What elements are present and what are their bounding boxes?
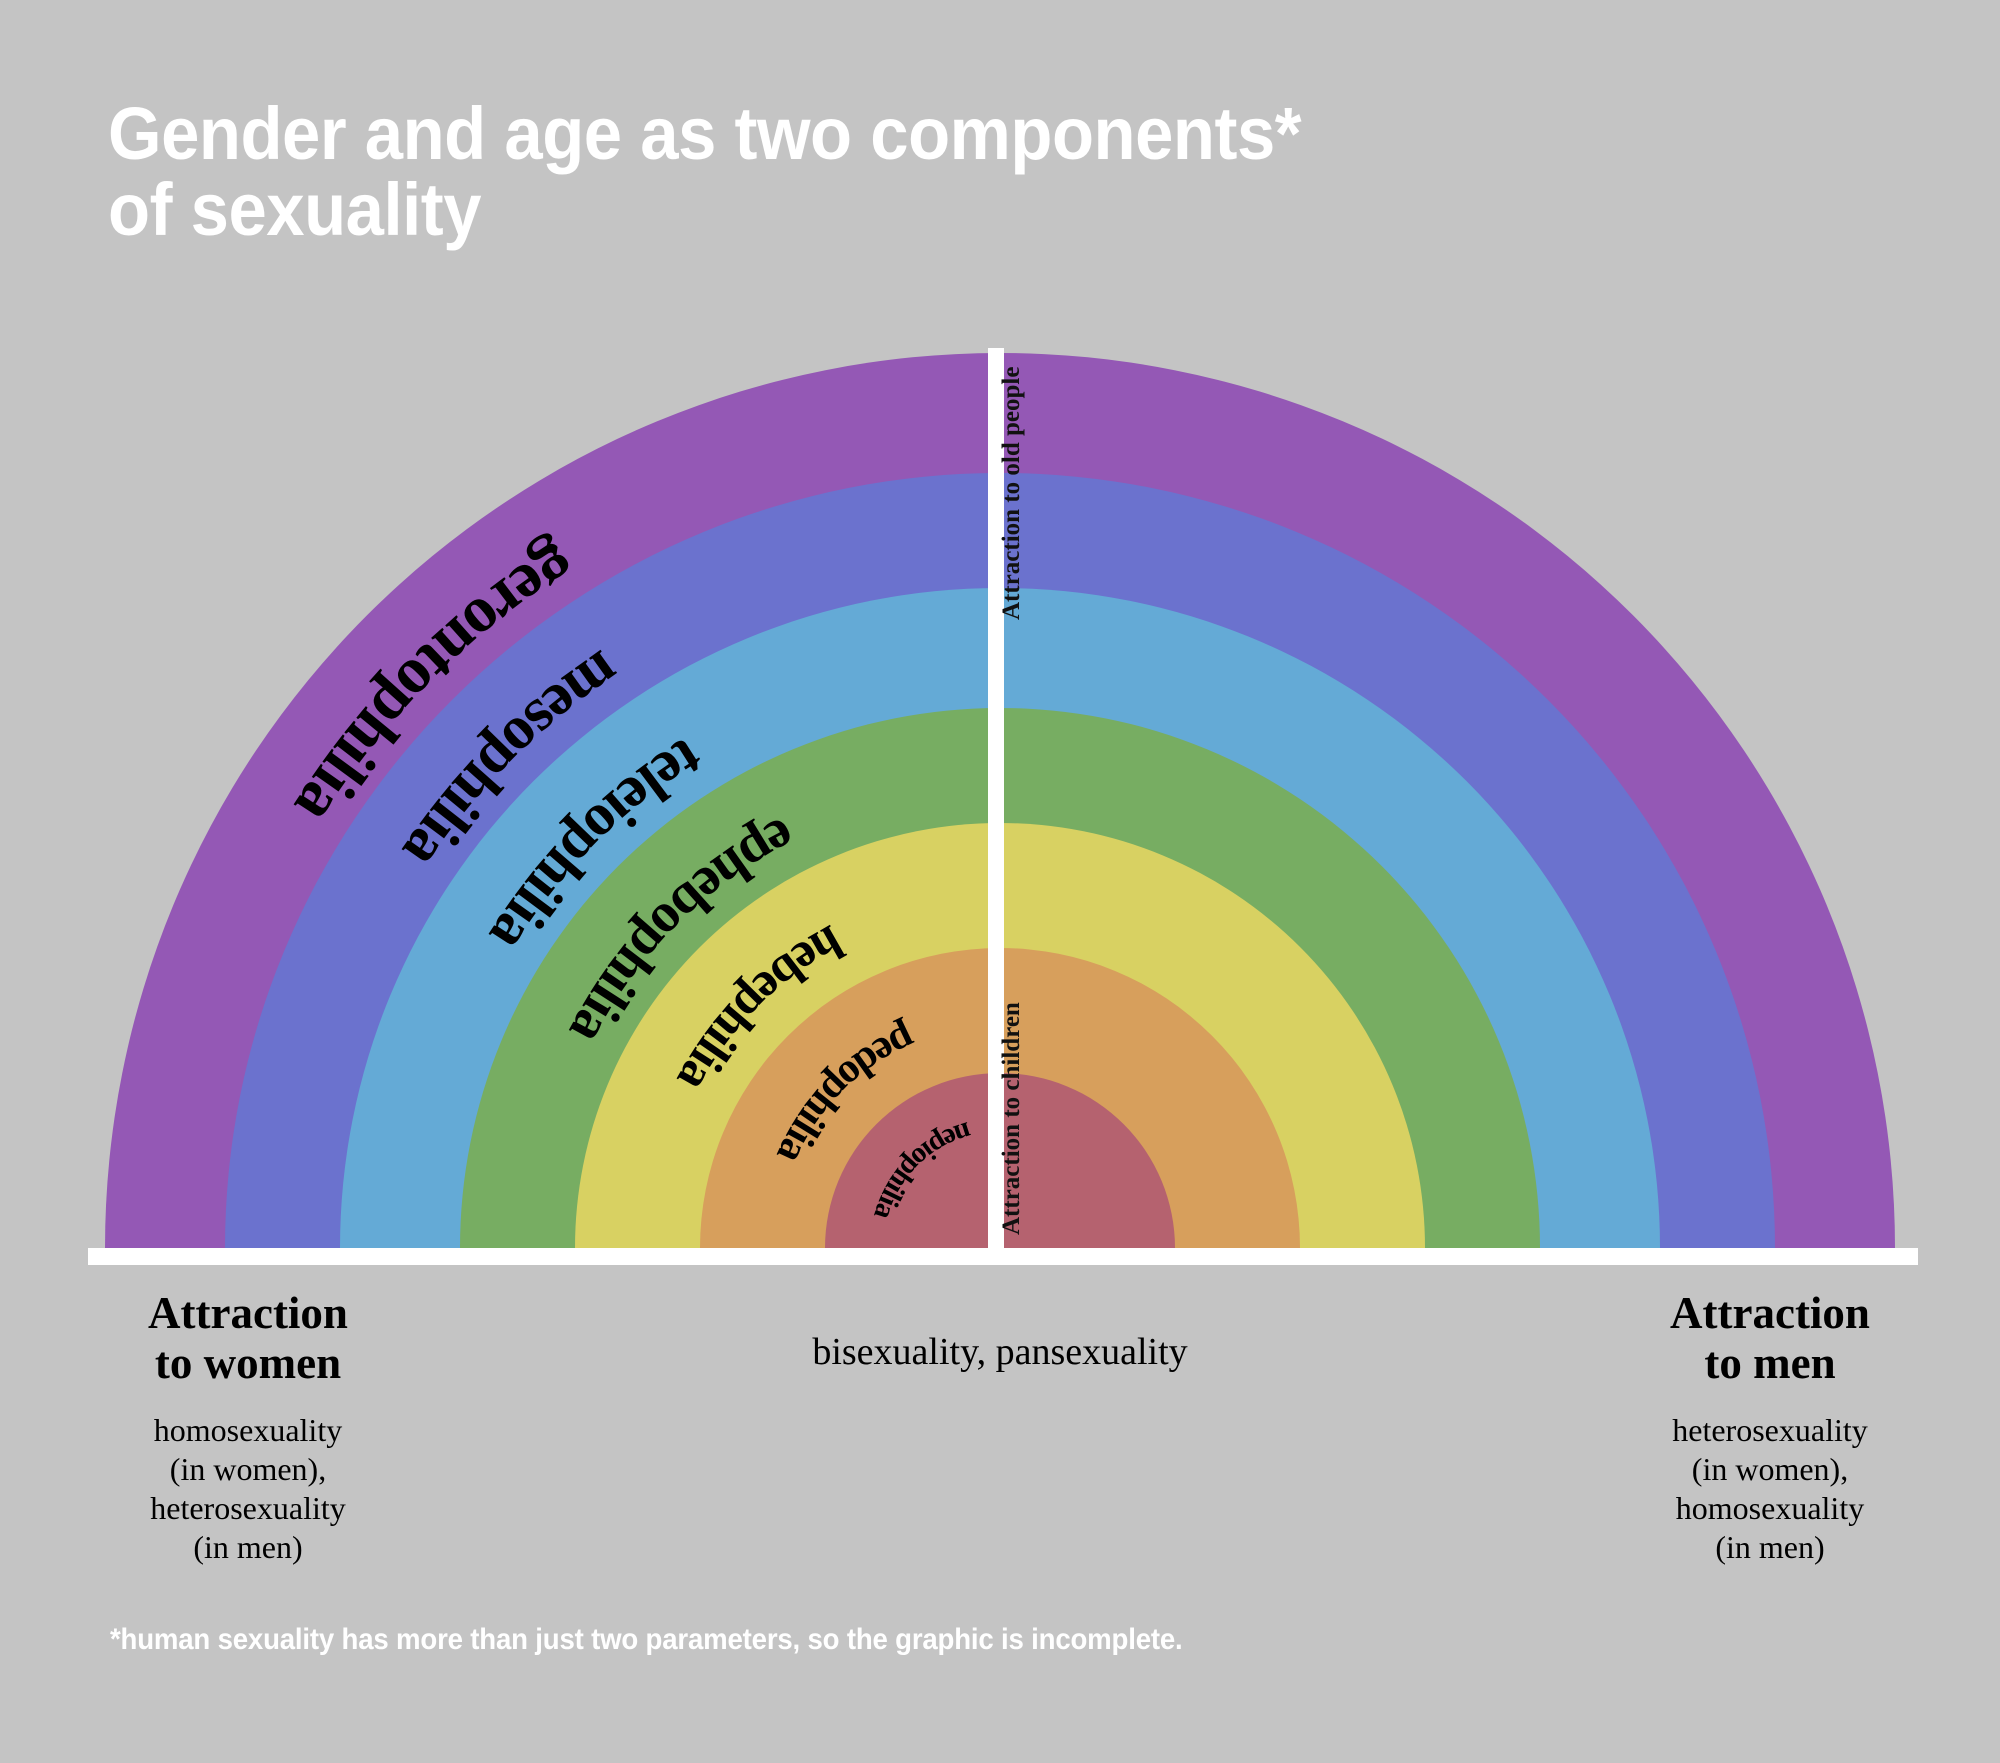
footnote: *human sexuality has more than just two … (110, 1623, 1183, 1656)
axis-label-children: Attraction to children (998, 1002, 1025, 1235)
left-axis-heading: Attraction to women (148, 1288, 348, 1389)
center-axis-caption: bisexuality, pansexuality (812, 1331, 1188, 1373)
vertical-divider (988, 348, 1004, 1253)
page-title: Gender and age as two components* of sex… (108, 92, 1302, 252)
horizontal-baseline (88, 1248, 1918, 1265)
right-axis-heading: Attraction to men (1670, 1288, 1870, 1389)
axis-label-old-people: Attraction to old people (998, 367, 1025, 620)
left-axis-subtext: homosexuality (in women), heterosexualit… (150, 1411, 346, 1565)
right-axis-subtext: heterosexuality (in women), homosexualit… (1672, 1411, 1868, 1565)
left-axis-caption: Attraction to women homosexuality (in wo… (48, 1288, 448, 1567)
right-axis-caption: Attraction to men heterosexuality (in wo… (1570, 1288, 1970, 1567)
